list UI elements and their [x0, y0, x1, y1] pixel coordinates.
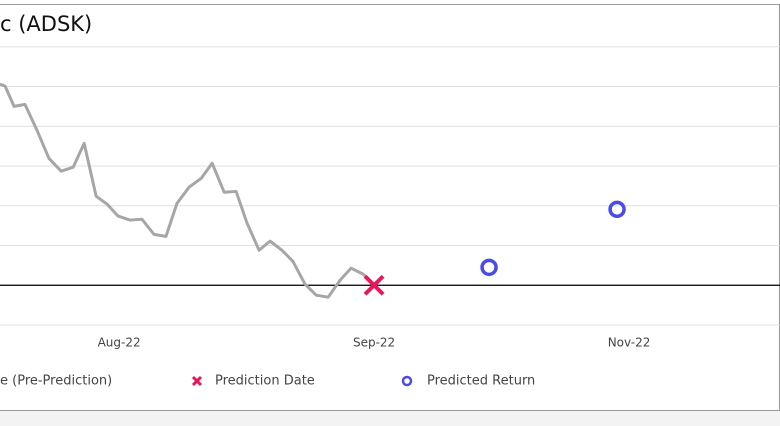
legend-swatch — [191, 375, 203, 387]
legend-label: Prediction Date — [215, 374, 315, 389]
x-tick-label: Sep-22 — [353, 336, 395, 350]
x-tick-label: Aug-22 — [98, 336, 141, 350]
legend-label: Predicted Return — [427, 374, 535, 389]
prediction-marker — [363, 274, 385, 296]
x-tick-label: Nov-22 — [608, 336, 651, 350]
return-marker — [608, 200, 626, 219]
chart-title: c (ADSK) — [0, 12, 92, 36]
page-bottom — [0, 411, 780, 426]
legend-swatch — [401, 375, 413, 387]
price-line — [0, 82, 376, 299]
legend-label: e (Pre-Prediction) — [0, 374, 112, 389]
return-marker — [480, 258, 498, 277]
